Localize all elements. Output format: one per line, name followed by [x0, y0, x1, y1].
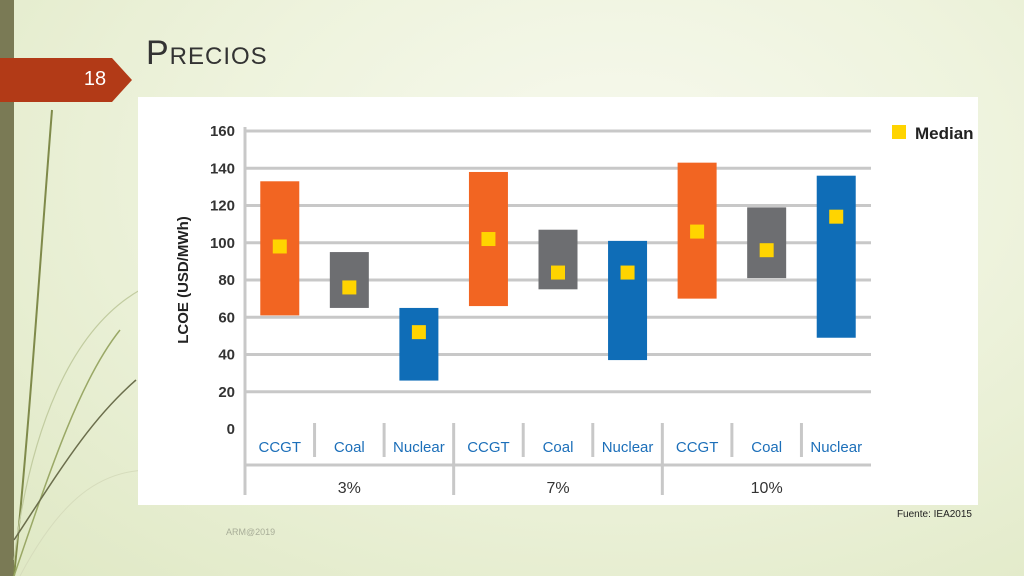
group-label-3pct: 3%	[338, 480, 361, 497]
slide-number-tab: 18	[0, 58, 132, 102]
median-marker-nuclear-3pct	[411, 325, 426, 340]
footer-text: ARM@2019	[226, 527, 276, 537]
slide-number: 18	[83, 68, 107, 90]
left-accent-bar	[0, 0, 14, 576]
y-tick-label-120: 120	[210, 198, 235, 215]
median-marker-coal-10pct	[759, 243, 774, 258]
chart-panel: 0 20 40 60 80 100 120 140 160 LCOE (USD/MWh) CCGT C…	[138, 97, 978, 505]
category-label-ccgt: CCGT	[467, 439, 510, 456]
median-marker-ccgt-3pct	[272, 239, 287, 254]
y-tick-label-60: 60	[218, 309, 235, 326]
category-label-nuclear: Nuclear	[810, 439, 862, 456]
median-marker-coal-7pct	[551, 265, 565, 280]
category-label-nuclear: Nuclear	[602, 439, 654, 456]
category-label-ccgt: CCGT	[676, 439, 719, 456]
y-tick-label-0: 0	[227, 421, 235, 438]
median-marker-nuclear-10pct	[829, 209, 844, 224]
median-marker-ccgt-10pct	[690, 224, 705, 239]
y-tick-label-20: 20	[218, 384, 235, 401]
median-marker-coal-3pct	[342, 280, 357, 295]
group-label-7pct: 7%	[546, 480, 569, 497]
category-label-nuclear: Nuclear	[393, 439, 445, 456]
category-label-ccgt: CCGT	[259, 439, 302, 456]
median-marker-nuclear-7pct	[620, 265, 635, 280]
bar-nuclear-7pct	[608, 240, 648, 361]
y-tick-label-160: 160	[210, 123, 235, 140]
median-marker-ccgt-7pct	[481, 232, 496, 247]
category-label-coal: Coal	[751, 439, 782, 456]
bar-coal-3pct	[329, 252, 369, 308]
bar-nuclear-10pct	[816, 175, 856, 338]
source-note: Fuente: IEA2015	[896, 509, 972, 520]
y-axis-label: LCOE (USD/MWh)	[175, 216, 192, 343]
y-tick-label-100: 100	[210, 235, 235, 252]
group-label-10pct: 10%	[751, 480, 783, 497]
legend-median-swatch	[892, 125, 906, 139]
y-tick-label-140: 140	[210, 160, 235, 177]
decorative-lines	[13, 109, 151, 576]
lcoe-chart: 0 20 40 60 80 100 120 140 160 LCOE (USD/MWh) CCGT C…	[175, 123, 974, 497]
bar-coal-7pct	[538, 229, 578, 290]
bar-nuclear-3pct	[399, 307, 439, 381]
y-tick-label-40: 40	[218, 347, 235, 364]
category-label-coal: Coal	[334, 439, 365, 456]
y-tick-label-80: 80	[218, 272, 235, 289]
legend-median-label: Median	[915, 124, 974, 143]
slide-title: Precios	[146, 34, 268, 72]
bar-coal-10pct	[747, 207, 787, 279]
category-label-coal: Coal	[543, 439, 574, 456]
